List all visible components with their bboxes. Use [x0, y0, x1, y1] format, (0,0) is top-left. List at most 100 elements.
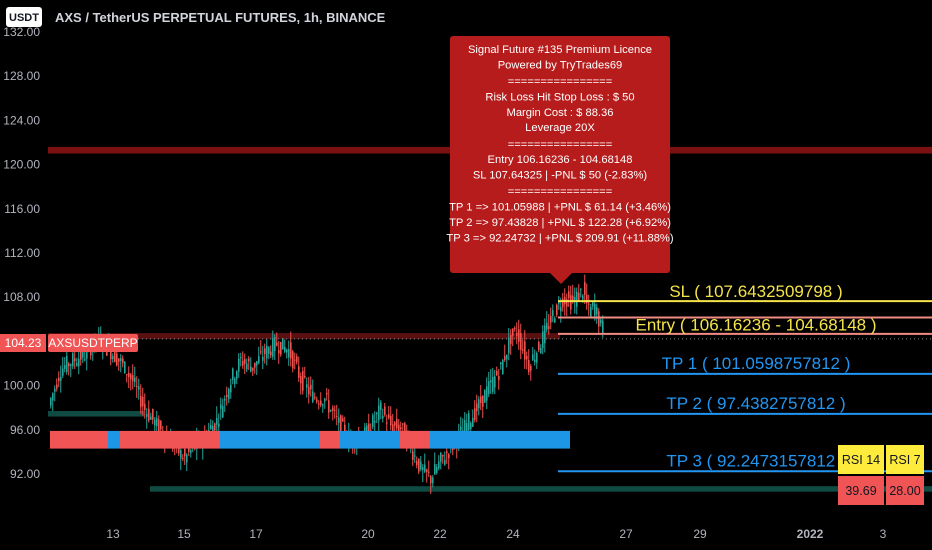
- candle-body: [56, 384, 58, 389]
- candle-body: [78, 358, 80, 367]
- candle-body: [302, 371, 304, 391]
- candle-body: [240, 357, 242, 359]
- candle-body: [220, 404, 222, 409]
- candle-body: [526, 355, 528, 360]
- candle-body: [186, 454, 188, 463]
- candle-body: [106, 351, 108, 356]
- candle-body: [554, 318, 556, 323]
- tp1-level-label: TP 1 ( 101.0598757812 ): [662, 354, 851, 373]
- candle-body: [154, 419, 156, 426]
- candle-body: [330, 410, 332, 412]
- candle-body: [238, 358, 240, 372]
- candle-body: [314, 397, 316, 399]
- candle-body: [480, 396, 482, 404]
- x-tick-label: 20: [361, 527, 375, 541]
- candle-body: [112, 356, 114, 360]
- candle-body: [486, 386, 488, 401]
- candle-body: [530, 366, 532, 371]
- candle-body: [478, 399, 480, 409]
- rsi14-value-bg: [838, 476, 884, 505]
- candle-body: [396, 418, 398, 429]
- candle-body: [522, 349, 524, 351]
- candle-body: [296, 356, 298, 363]
- candle-body: [538, 341, 540, 351]
- candle-body: [316, 399, 318, 402]
- candle-body: [294, 359, 296, 361]
- currency-badge[interactable]: [6, 7, 42, 27]
- candle-body: [568, 291, 570, 299]
- candle-body: [136, 385, 138, 387]
- candle-body: [252, 367, 254, 371]
- price-axis[interactable]: 132.00 128.00 124.00 120.00 116.00 112.00 108.…: [3, 25, 40, 481]
- candle-body: [290, 342, 292, 359]
- candle-body: [566, 299, 568, 307]
- signal-box-line: Margin Cost : $ 88.36: [507, 107, 614, 119]
- candle-body: [372, 415, 374, 428]
- candle-body: [332, 407, 334, 411]
- candle-body: [110, 349, 112, 360]
- signal-box-pointer: [550, 273, 572, 284]
- y-tick-label: 116.00: [4, 202, 40, 216]
- signal-box-line: TP 2 => 97.43828 | +PNL $ 122.28 (+6.92%…: [449, 217, 671, 229]
- candle-body: [190, 450, 192, 453]
- candle-body: [482, 395, 484, 407]
- candle-body: [556, 304, 558, 315]
- candle-body: [436, 467, 438, 473]
- y-tick-label: 108.00: [3, 290, 40, 304]
- candle-body: [340, 415, 342, 436]
- candle-body: [504, 356, 506, 361]
- signal-box-line: SL 107.64325 | -PNL $ 50 (-2.83%): [473, 170, 648, 182]
- candle-body: [224, 398, 226, 401]
- candle-body: [214, 423, 216, 431]
- candle-body: [596, 307, 598, 315]
- candle-body: [424, 464, 426, 472]
- chart-title: AXS / TetherUS PERPETUAL FUTURES, 1h, BI…: [55, 10, 386, 25]
- candle-body: [562, 298, 564, 308]
- candle-body: [218, 423, 220, 427]
- signal-box-background: [450, 36, 670, 273]
- candle-body: [544, 325, 546, 344]
- tp3-level-label: TP 3 ( 92.2473157812 ): [666, 451, 845, 470]
- candle-body: [256, 361, 258, 366]
- x-tick-label: 3: [880, 527, 887, 541]
- candle-body: [216, 417, 218, 425]
- candle-body: [534, 359, 536, 362]
- candle-body: [134, 377, 136, 382]
- candle-body: [116, 353, 118, 366]
- candle-body: [416, 461, 418, 466]
- signal-box-line: Powered by TryTrades69: [498, 59, 623, 71]
- candle-body: [386, 422, 388, 424]
- candle-body: [232, 368, 234, 380]
- candle-body: [444, 459, 446, 465]
- candle-body: [366, 425, 368, 433]
- y-tick-label: 100.00: [3, 379, 40, 393]
- candle-body: [374, 420, 376, 423]
- candle-body: [324, 398, 326, 402]
- candle-body: [378, 405, 380, 421]
- candle-body: [572, 295, 574, 301]
- candle-body: [126, 374, 128, 376]
- candle-body: [180, 450, 182, 459]
- candle-body: [286, 349, 288, 353]
- candle-body: [298, 366, 300, 378]
- candle-body: [242, 360, 244, 366]
- x-tick-label: 2022: [797, 527, 824, 541]
- candle-body: [600, 319, 602, 324]
- candle-body: [130, 374, 132, 380]
- time-axis[interactable]: 13 15 17 20 22 24 27 29 2022 3: [106, 527, 886, 541]
- support-band-left: [48, 411, 144, 417]
- candle-body: [598, 311, 600, 327]
- candle-body: [142, 396, 144, 407]
- candle-body: [262, 356, 264, 361]
- candle-body: [464, 420, 466, 432]
- candle-body: [244, 359, 246, 364]
- price-tag: 104.23 AXSUSDTPERP: [0, 334, 138, 352]
- candle-body: [156, 418, 158, 427]
- candle-body: [268, 347, 270, 354]
- x-tick-label: 29: [693, 527, 707, 541]
- candle-body: [284, 346, 286, 352]
- candle-body: [518, 329, 520, 342]
- rsi-table: RSI 14 RSI 7 39.69 28.00: [838, 445, 924, 505]
- candle-body: [326, 392, 328, 395]
